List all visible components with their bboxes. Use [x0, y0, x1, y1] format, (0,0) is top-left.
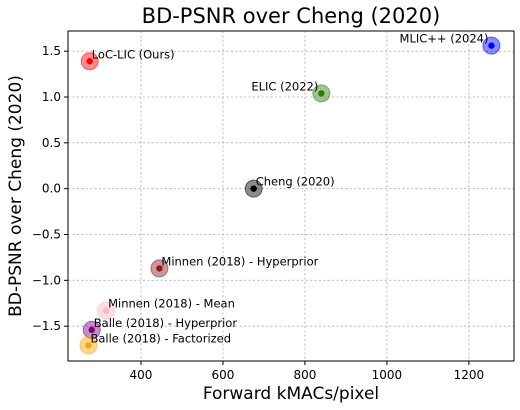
data-point-marker [318, 90, 325, 97]
data-point: ELIC (2022) [251, 79, 331, 103]
data-point: Cheng (2020) [244, 175, 335, 198]
y-tick-label: −0.5 [32, 228, 61, 242]
data-point-label: Minnen (2018) - Hyperprior [161, 254, 318, 268]
data-point: MLIC++ (2024) [400, 32, 501, 55]
plot-frame [67, 30, 515, 362]
data-point-marker [88, 326, 95, 334]
y-tick-label: 1.5 [42, 44, 61, 58]
data-points: LoC-LIC (Ours) MLIC++ (2024) ELIC (2022) Ch… [79, 32, 501, 355]
y-axis-label: BD-PSNR over Cheng (2020) [6, 75, 26, 317]
data-point: LoC-LIC (Ours) [80, 47, 175, 71]
data-point-label: MLIC++ (2024) [400, 32, 489, 46]
x-tick-label: 600 [211, 368, 234, 382]
x-tick-label: 400 [130, 368, 153, 382]
data-point-marker [156, 265, 163, 272]
data-point: Balle (2018) - Hyperprior [82, 316, 238, 339]
y-tick-label: 0.5 [42, 136, 61, 150]
x-tick-label: 1200 [454, 368, 485, 382]
y-tick-label: −1.0 [32, 273, 61, 287]
x-tick-label: 1000 [372, 368, 403, 382]
y-tick-label: −1.5 [32, 319, 61, 333]
data-point-label: Minnen (2018) - Mean [108, 297, 235, 311]
data-point: Balle (2018) - Factorized [79, 331, 231, 355]
data-point-marker [102, 307, 110, 314]
y-tick-label: 1.0 [42, 90, 61, 104]
x-axis-label: Forward kMACs/pixel [203, 384, 379, 404]
data-point-marker [488, 42, 495, 49]
data-point: Minnen (2018) - Mean [97, 297, 235, 320]
axis-ticks: 400 600 800 1000 1200 −1.5 −1.0 −0.5 0.0 0.5 1.0 1.… [32, 44, 484, 382]
data-point-marker [86, 58, 93, 65]
data-point-label: Cheng (2020) [256, 175, 335, 189]
data-point-marker [85, 342, 92, 349]
data-point: Minnen (2018) - Hyperprior [150, 254, 319, 278]
data-point-label: LoC-LIC (Ours) [92, 47, 175, 61]
data-point-label: Balle (2018) - Factorized [90, 331, 231, 345]
y-tick-label: 0.0 [42, 182, 61, 196]
chart-title: BD-PSNR over Cheng (2020) [142, 4, 441, 28]
data-point-marker [250, 185, 257, 192]
grid [68, 31, 514, 361]
data-point-label: ELIC (2022) [251, 79, 318, 93]
data-point-label: Balle (2018) - Hyperprior [94, 316, 238, 330]
x-tick-label: 800 [293, 368, 316, 382]
